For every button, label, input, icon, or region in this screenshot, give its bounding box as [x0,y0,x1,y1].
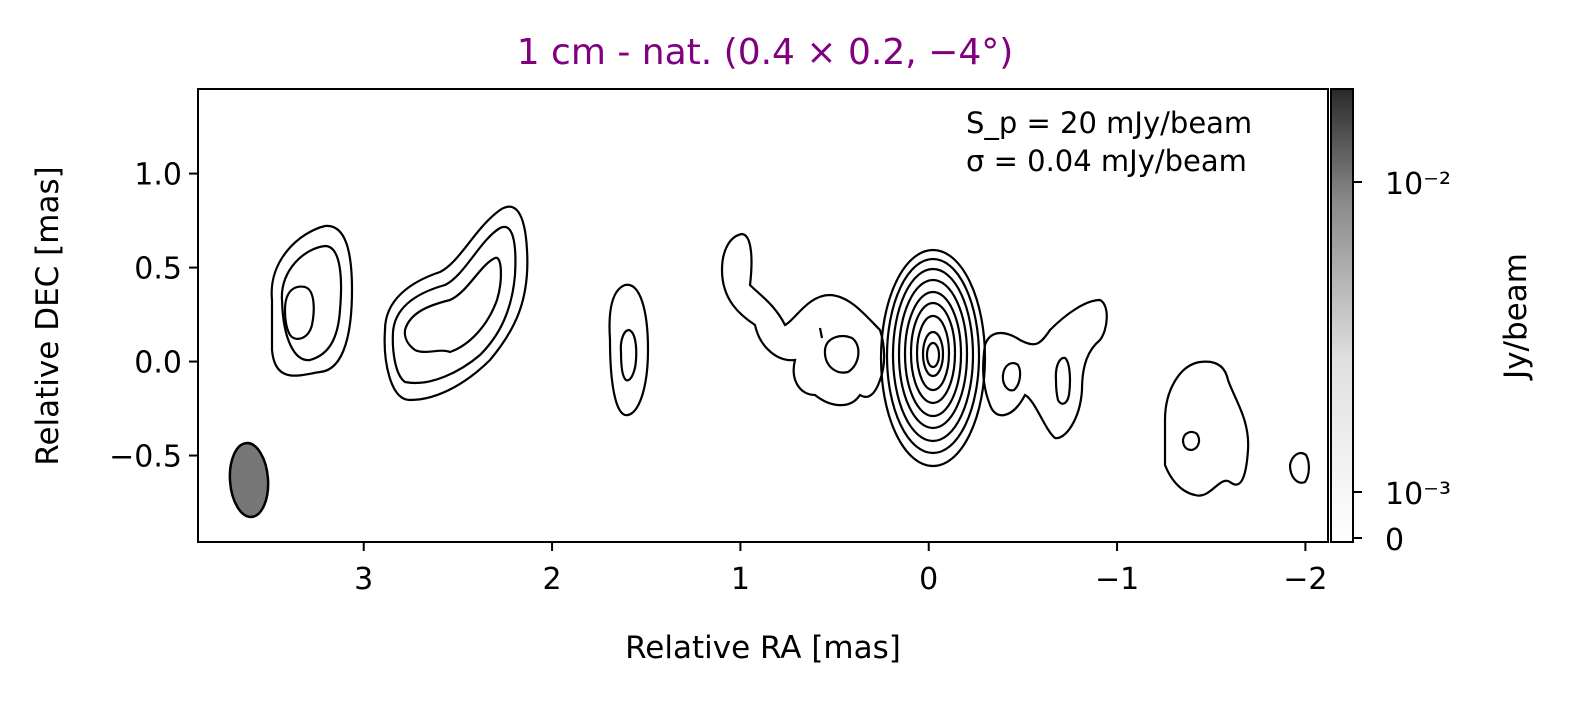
component-w2 [1163,360,1250,497]
component-w3 [1288,451,1310,484]
y-axis-label: Relative DEC [mas] [30,166,66,465]
contour-map [228,205,1310,519]
x-tick-label: 2 [543,562,562,597]
core-component [879,248,987,468]
x-axis: 3 2 1 0 −1 −2 [354,542,1328,597]
x-tick-label: 0 [919,562,938,597]
y-tick-label: −0.5 [109,440,182,475]
colorbar-tick-label: 10⁻³ [1385,477,1451,512]
x-tick-label: −1 [1095,562,1139,597]
x-tick-label: 3 [354,562,373,597]
component-w1 [982,298,1108,440]
component-e2 [383,205,529,402]
component-e1 [270,224,354,377]
y-tick-label: 1.0 [134,158,182,193]
colorbar [1330,88,1354,543]
colorbar-tick-label: 10⁻² [1385,167,1451,202]
colorbar-label: Jy/beam [1498,253,1534,381]
plot-frame [197,88,1329,543]
colorbar-ticks: 10⁻² 10⁻³ 0 [1353,167,1451,558]
x-tick-label: −2 [1283,562,1327,597]
component-e4 [720,232,886,407]
colorbar-tick-label: 0 [1385,523,1404,558]
y-axis: 1.0 0.5 0.0 −0.5 [109,158,198,475]
y-tick-label: 0.0 [134,346,182,381]
rms-annotation: σ = 0.04 mJy/beam [966,144,1247,178]
chart-title: 1 cm - nat. (0.4 × 0.2, −4°) [517,32,1014,73]
beam-ellipse [228,441,270,519]
y-tick-label: 0.5 [134,252,182,287]
x-tick-label: 1 [731,562,750,597]
component-e3 [608,283,650,417]
x-axis-label: Relative RA [mas] [625,630,901,666]
peak-flux-annotation: S_p = 20 mJy/beam [966,106,1252,140]
